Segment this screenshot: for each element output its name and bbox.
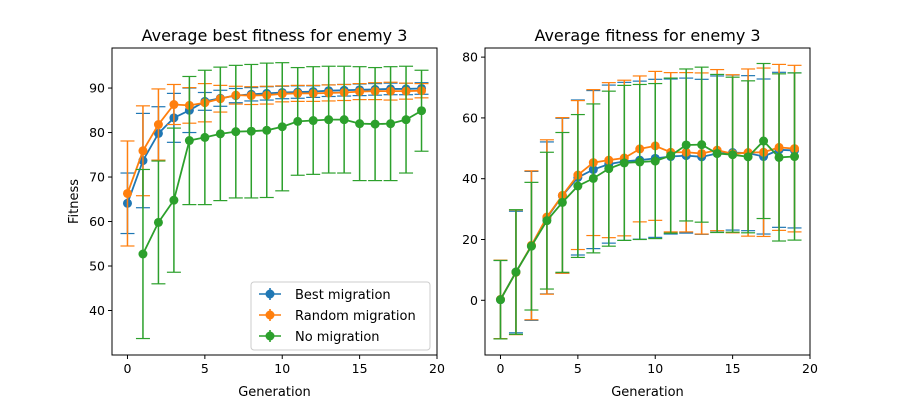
chart-right-title: Average fitness for enemy 3: [534, 26, 760, 45]
data-point: [277, 122, 287, 132]
chart-right-xlabel: Generation: [611, 385, 684, 400]
data-point: [728, 150, 738, 160]
data-point: [231, 127, 241, 137]
data-point: [246, 126, 256, 136]
y-tick-label: 70: [89, 170, 105, 185]
legend-label-best: Best migration: [295, 288, 391, 303]
data-point: [681, 140, 691, 150]
chart-right-plot: 0 5 10 15 20 0 20 40 60 80: [462, 50, 818, 376]
x-tick-label: 10: [647, 361, 663, 376]
data-point: [169, 195, 179, 205]
x-tick-label: 0: [496, 361, 504, 376]
legend-entry-none: No migration: [259, 330, 380, 345]
x-tick-label: 5: [201, 361, 209, 376]
data-point: [666, 151, 676, 161]
legend-label-random: Random migration: [295, 309, 416, 324]
data-point: [743, 152, 753, 162]
legend-label-none: No migration: [295, 330, 380, 345]
series-none: [493, 62, 802, 340]
data-point: [138, 249, 148, 259]
data-point: [573, 181, 583, 191]
data-point: [370, 119, 380, 129]
x-tick-label: 0: [123, 361, 131, 376]
data-point: [697, 140, 707, 150]
x-tick-label: 5: [574, 361, 582, 376]
data-point: [339, 115, 349, 125]
data-point: [790, 152, 800, 162]
chart-left: Average best fitness for enemy 3 0 5 10 15 2…: [67, 26, 445, 400]
data-point: [619, 158, 629, 168]
legend-swatch-random-marker: [265, 310, 275, 320]
data-point: [184, 136, 194, 146]
chart-left-title: Average best fitness for enemy 3: [142, 26, 408, 45]
data-point: [215, 129, 225, 139]
x-tick-label: 20: [429, 361, 445, 376]
data-point: [712, 148, 722, 158]
data-point: [759, 136, 769, 146]
data-point: [293, 116, 303, 126]
data-point: [324, 115, 334, 125]
legend-entry-best: Best migration: [259, 288, 391, 303]
data-point: [386, 119, 396, 129]
y-tick-label: 60: [89, 214, 105, 229]
series-none: [135, 62, 429, 340]
data-point: [200, 132, 210, 142]
data-point: [153, 120, 163, 130]
x-tick-label: 15: [352, 361, 368, 376]
data-point: [122, 188, 132, 198]
data-point: [526, 241, 536, 251]
data-point: [774, 152, 784, 162]
legend-swatch-best-marker: [265, 289, 275, 299]
data-point: [138, 146, 148, 156]
chart-left-legend: Best migration Random migration No migra…: [250, 281, 431, 351]
y-tick-label: 0: [470, 293, 478, 308]
y-tick-label: 80: [89, 125, 105, 140]
y-tick-label: 80: [462, 50, 478, 65]
y-tick-label: 20: [462, 232, 478, 247]
y-tick-label: 40: [89, 303, 105, 318]
y-tick-label: 90: [89, 81, 105, 96]
x-tick-label: 10: [274, 361, 290, 376]
data-point: [308, 116, 318, 126]
data-point: [495, 295, 505, 305]
y-tick-label: 40: [462, 171, 478, 186]
data-point: [262, 125, 272, 135]
chart-left-xlabel: Generation: [238, 385, 311, 400]
chart-left-plot: 0 5 10 15 20 40 50 60 70 80 90: [89, 62, 445, 376]
data-point: [588, 173, 598, 183]
chart-right-frame: [484, 47, 811, 356]
data-point: [401, 115, 411, 125]
chart-left-ylabel: Fitness: [67, 179, 82, 224]
chart-right: Average fitness for enemy 3 0 5 10 15 20 0 20 4…: [462, 26, 818, 400]
chart-left-frame: [111, 47, 438, 356]
legend-swatch-none-marker: [265, 331, 275, 341]
data-point: [650, 156, 660, 166]
legend-frame: [250, 281, 431, 351]
data-point: [511, 267, 521, 277]
y-tick-label: 50: [89, 259, 105, 274]
x-tick-label: 20: [802, 361, 818, 376]
data-point: [417, 106, 427, 116]
data-point: [169, 100, 179, 110]
data-point: [542, 216, 552, 226]
legend-entry-random: Random migration: [259, 309, 416, 324]
x-tick-label: 15: [725, 361, 741, 376]
data-point: [557, 197, 567, 207]
data-point: [355, 119, 365, 129]
y-tick-label: 60: [462, 110, 478, 125]
data-point: [604, 164, 614, 174]
data-point: [635, 157, 645, 167]
data-point: [153, 217, 163, 227]
